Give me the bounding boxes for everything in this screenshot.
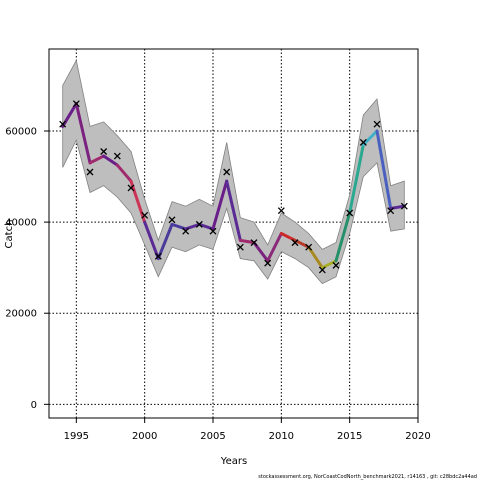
data-point — [168, 216, 176, 224]
data-point — [359, 138, 367, 146]
series-segment — [266, 232, 283, 263]
data-point — [100, 148, 108, 155]
source-footnote: stockassessment.org, NorCoastCodNorth_be… — [258, 474, 477, 480]
x-axis: 1995 2000 2005 2010 2015 2020 — [64, 418, 431, 442]
data-point — [346, 209, 354, 217]
data-point — [291, 239, 299, 247]
data-point — [141, 211, 149, 219]
y-tick-label: 0 — [31, 400, 37, 411]
data-point — [332, 261, 340, 269]
series-segment — [129, 179, 147, 224]
series-segment — [348, 143, 365, 215]
series-segment — [334, 211, 352, 263]
series-segment — [211, 179, 229, 231]
observed-catch-points — [59, 100, 408, 274]
series-segment — [225, 179, 242, 242]
x-tick-label: 2000 — [132, 431, 157, 442]
series-segment — [320, 259, 338, 270]
x-tick-label: 1995 — [64, 431, 89, 442]
catch-series-line — [61, 102, 406, 270]
y-axis: 0 20000 40000 60000 — [5, 127, 49, 411]
data-point — [72, 100, 80, 108]
data-point — [209, 227, 217, 235]
data-point — [305, 243, 313, 251]
series-segment — [156, 222, 174, 261]
data-point — [318, 266, 326, 274]
x-tick-label: 2015 — [337, 431, 362, 442]
series-segment — [115, 163, 133, 183]
data-point — [86, 168, 94, 176]
series-segment — [279, 232, 297, 242]
data-point — [59, 120, 67, 128]
series-segment — [102, 154, 119, 167]
data-point — [264, 259, 272, 267]
data-point — [223, 168, 231, 176]
series-segment — [293, 238, 311, 249]
data-point — [182, 227, 190, 235]
data-point — [195, 220, 203, 228]
series-segment — [361, 129, 379, 147]
data-point — [250, 239, 258, 247]
x-axis-title: Years — [220, 456, 247, 467]
plot-frame — [48, 48, 419, 419]
y-axis-title: Catch — [4, 220, 15, 249]
data-point — [400, 202, 408, 210]
y-tick-label: 20000 — [5, 309, 37, 320]
x-tick-label: 2010 — [269, 431, 294, 442]
data-point — [277, 207, 285, 215]
series-segment — [143, 220, 160, 261]
data-point — [387, 207, 395, 215]
data-point — [127, 184, 135, 192]
series-segment — [74, 102, 92, 165]
data-point — [113, 152, 121, 160]
data-point — [373, 120, 381, 128]
series-segment — [375, 129, 393, 210]
data-point — [154, 252, 162, 260]
x-tick-label: 2020 — [405, 431, 430, 442]
series-segment — [88, 154, 106, 165]
y-tick-label: 40000 — [5, 218, 37, 229]
series-segment — [307, 245, 324, 270]
series-segment — [238, 238, 256, 245]
x-tick-label: 2005 — [200, 431, 225, 442]
data-point — [236, 243, 244, 251]
y-tick-label: 60000 — [5, 127, 37, 138]
